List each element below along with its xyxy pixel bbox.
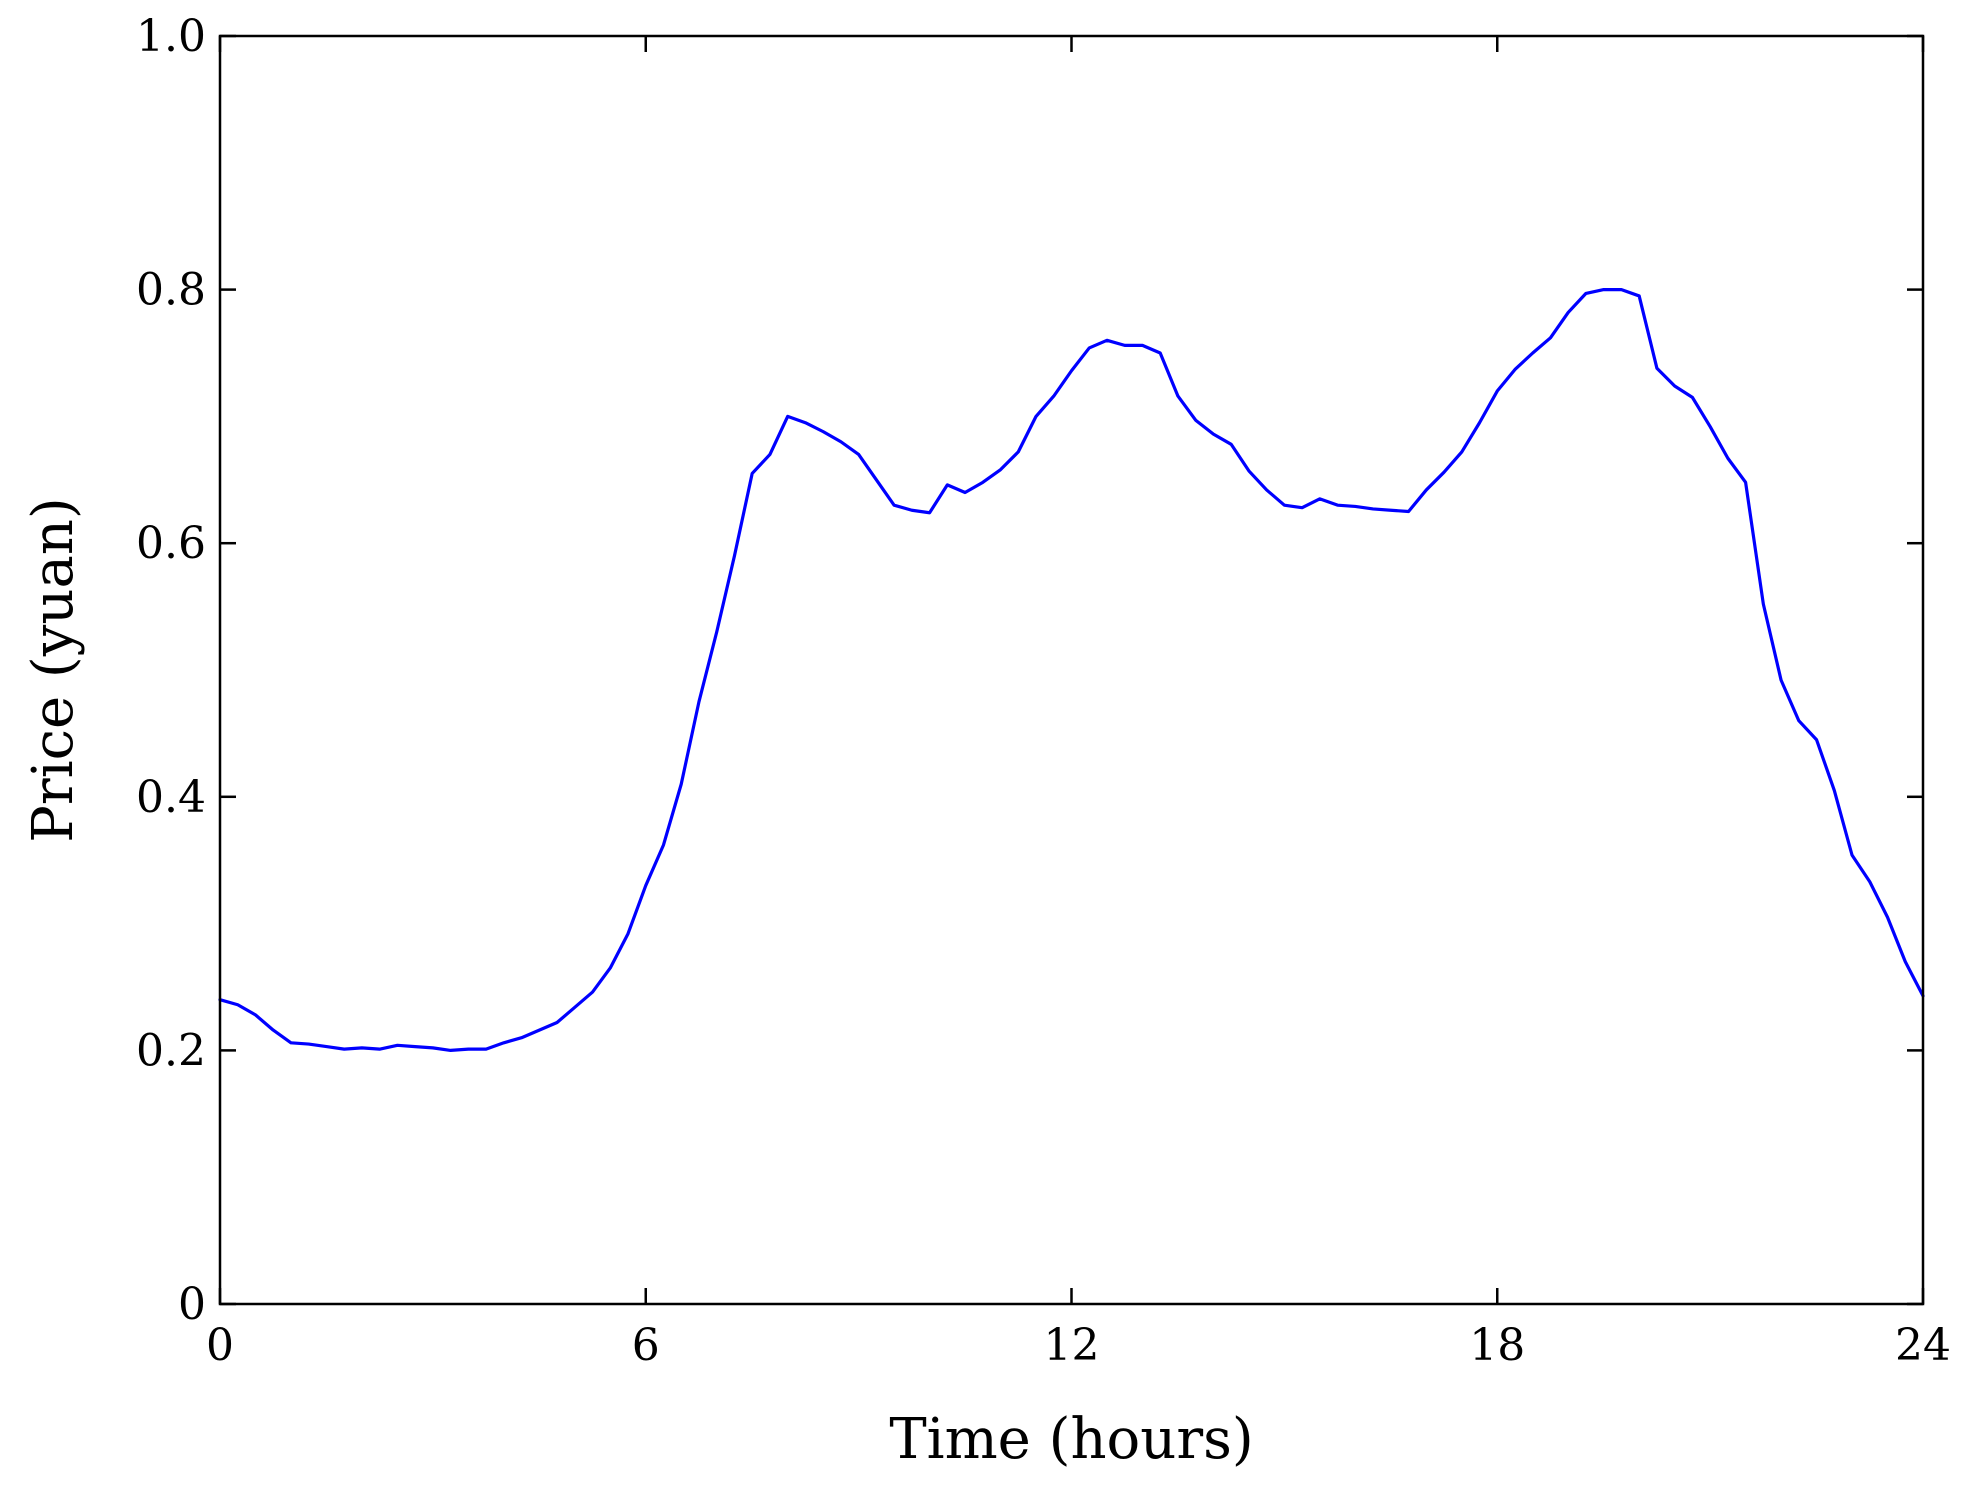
y-tick-label: 0.6 — [136, 518, 206, 569]
price-series-line — [218, 288, 1925, 1053]
series-layer — [218, 288, 1925, 1053]
y-tick-label: 0.4 — [136, 772, 206, 823]
x-tick-label: 0 — [206, 1320, 234, 1371]
x-tick-label: 12 — [1044, 1320, 1100, 1371]
x-tick-label: 18 — [1469, 1320, 1525, 1371]
x-axis-title: Time (hours) — [889, 1407, 1253, 1472]
y-tick-label: 0 — [178, 1279, 206, 1330]
y-tick-label: 0.8 — [136, 265, 206, 316]
plot-frame — [218, 34, 1925, 1306]
y-tick-label: 0.2 — [136, 1025, 206, 1076]
x-tick-label: 6 — [632, 1320, 660, 1371]
x-tick-label: 24 — [1895, 1320, 1951, 1371]
y-tick-label: 1.0 — [136, 11, 206, 62]
tick-labels: 0 6 12 18 24 0 0.2 0.4 0.6 0.8 1.0 — [136, 11, 1951, 1371]
y-axis-title: Price (yuan) — [21, 497, 86, 843]
